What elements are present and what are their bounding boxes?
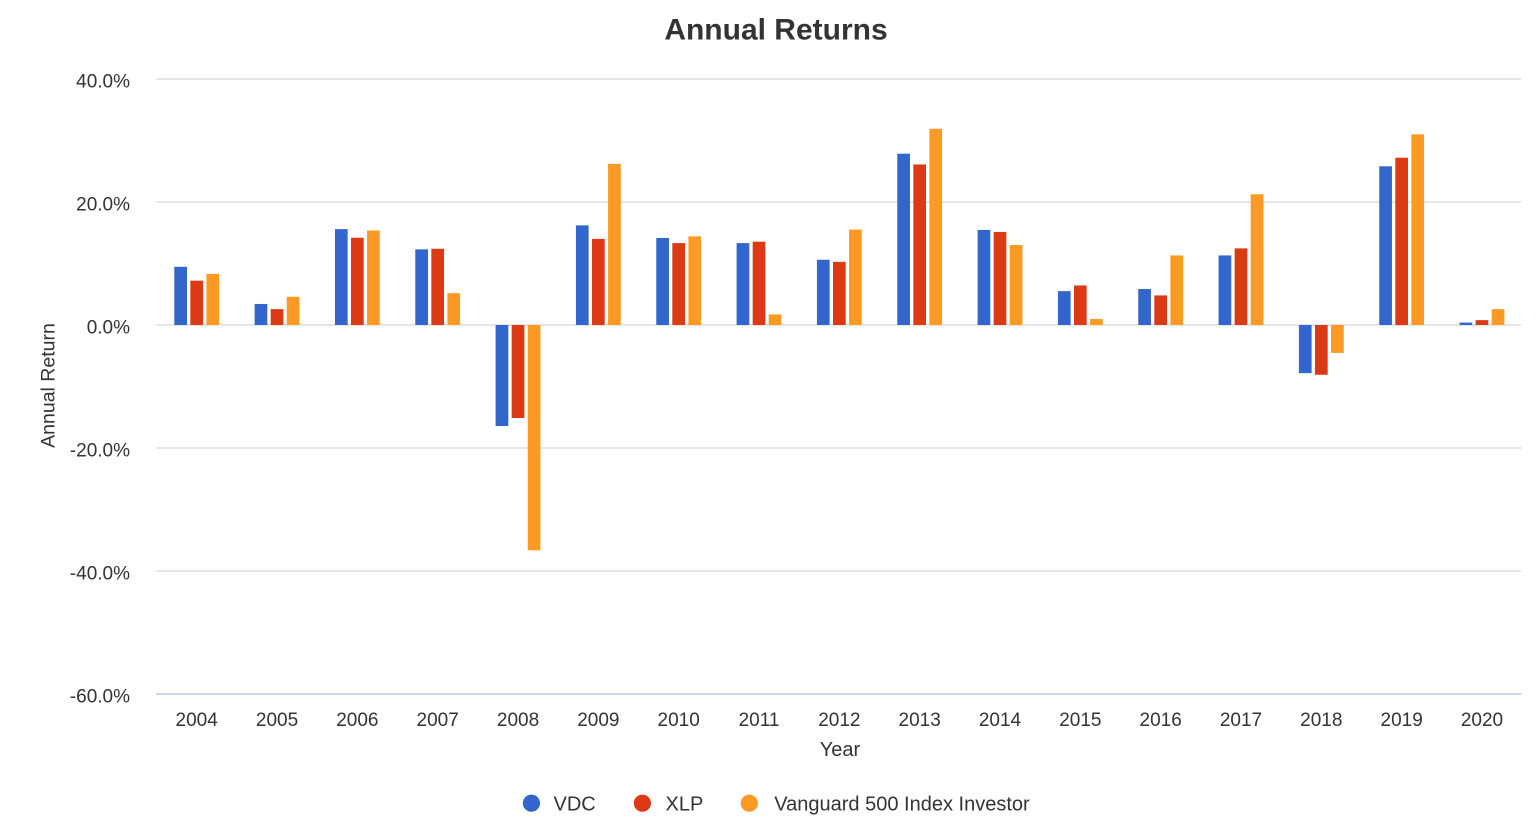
svg-text:Annual Returns: Annual Returns [664, 14, 887, 47]
svg-text:Annual Return: Annual Return [38, 323, 60, 448]
svg-text:2018: 2018 [1300, 710, 1342, 731]
svg-text:2004: 2004 [176, 710, 219, 731]
svg-text:2007: 2007 [417, 710, 459, 731]
svg-text:2014: 2014 [979, 710, 1022, 731]
svg-text:2019: 2019 [1381, 710, 1423, 731]
svg-text:Vanguard 500 Index Investor: Vanguard 500 Index Investor [774, 794, 1030, 816]
svg-text:0.0%: 0.0% [87, 317, 130, 338]
svg-text:2009: 2009 [577, 710, 619, 731]
svg-text:-40.0%: -40.0% [70, 563, 130, 584]
svg-text:2015: 2015 [1059, 710, 1101, 731]
svg-text:VDC: VDC [554, 794, 596, 816]
svg-text:2016: 2016 [1140, 710, 1182, 731]
svg-text:2005: 2005 [256, 710, 298, 731]
svg-text:40.0%: 40.0% [76, 71, 130, 92]
svg-text:-20.0%: -20.0% [70, 440, 130, 461]
svg-text:2017: 2017 [1220, 710, 1262, 731]
svg-text:2020: 2020 [1461, 710, 1503, 731]
svg-text:XLP: XLP [666, 794, 704, 816]
svg-text:Year: Year [820, 739, 861, 761]
svg-text:2012: 2012 [818, 710, 860, 731]
svg-text:2006: 2006 [336, 710, 378, 731]
svg-text:2013: 2013 [899, 710, 941, 731]
svg-text:20.0%: 20.0% [76, 194, 130, 215]
svg-text:2011: 2011 [739, 710, 780, 731]
svg-text:2010: 2010 [658, 710, 700, 731]
svg-text:2008: 2008 [497, 710, 539, 731]
svg-text:-60.0%: -60.0% [70, 686, 130, 707]
